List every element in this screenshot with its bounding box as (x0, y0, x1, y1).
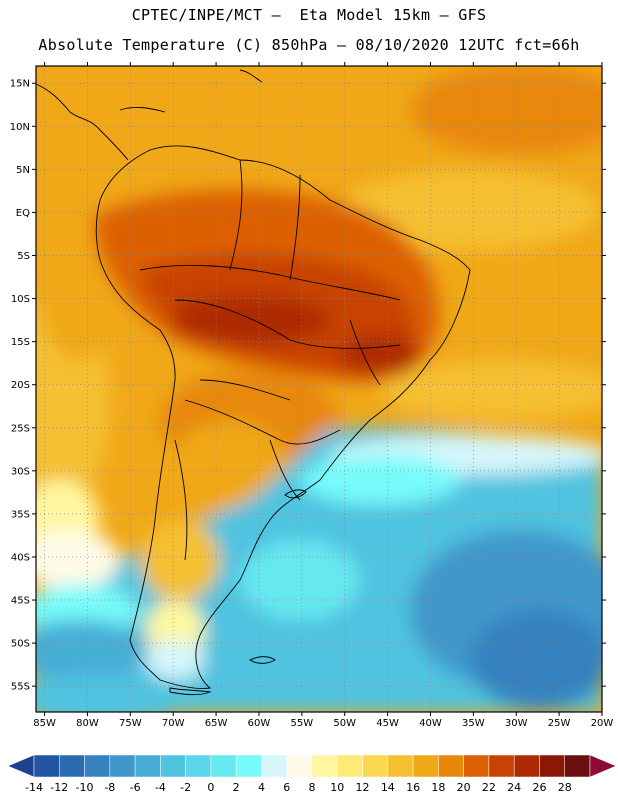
colorbar-swatch (539, 754, 565, 778)
lat-tick-label: 40S (11, 552, 30, 563)
latitude-axis: 15N 10N 5N EQ 5S 10S 15S 20S 25S 30S 35S 40S 45S 50S 5… (10, 79, 606, 693)
colorbar-tick-label: 6 (283, 781, 290, 794)
lat-tick-label: 35S (11, 509, 30, 520)
lon-tick-label: 30W (505, 718, 528, 729)
colorbar-tick-label: 8 (309, 781, 316, 794)
lat-tick-label: 50S (11, 639, 30, 650)
colorbar-swatch (261, 754, 287, 778)
colorbar-tick-label: -14 (25, 781, 43, 794)
colorbar (7, 754, 617, 778)
colorbar-min-arrow (7, 754, 35, 778)
colorbar-swatch (160, 754, 186, 778)
colorbar-swatch (412, 754, 439, 778)
lat-tick-label: 10S (11, 294, 30, 305)
colorbar-tick-label: -6 (130, 781, 141, 794)
colorbar-tick-label: 10 (330, 781, 344, 794)
colorbar-swatch (286, 754, 313, 778)
lon-tick-label: 40W (419, 718, 442, 729)
colorbar-tick-label: 2 (233, 781, 240, 794)
colorbar-swatch (210, 754, 237, 778)
lon-tick-label: 35W (462, 718, 485, 729)
colorbar-tick-label: 18 (431, 781, 445, 794)
colorbar-swatch (463, 754, 490, 778)
colorbar-swatch (564, 754, 591, 778)
lat-tick-label: 55S (11, 682, 30, 693)
lat-tick-label: 45S (11, 596, 30, 607)
lon-tick-label: 60W (248, 718, 271, 729)
lon-tick-label: 25W (548, 718, 571, 729)
colorbar-swatch (438, 754, 464, 778)
lat-tick-label: 20S (11, 380, 30, 391)
lat-tick-label: 15N (10, 79, 30, 90)
colorbar-swatch (488, 754, 515, 778)
coastlines (36, 69, 471, 696)
colorbar-tick-label: 20 (457, 781, 471, 794)
colorbar-tick-label: 28 (558, 781, 572, 794)
colorbar-tick-label: 16 (406, 781, 420, 794)
colorbar-tick-label: 24 (507, 781, 521, 794)
lon-tick-label: 45W (376, 718, 399, 729)
lon-tick-label: 50W (333, 718, 356, 729)
colorbar-swatch (134, 754, 161, 778)
lon-tick-label: 65W (205, 718, 228, 729)
colorbar-tick-label: 26 (532, 781, 546, 794)
colorbar-tick-label: 14 (381, 781, 395, 794)
colorbar-labels: -14 -12 -10 -8 -6 -4 -2 0 2 4 6 8 10 12 14 16 18 20 22 24 26… (25, 781, 572, 794)
colorbar-swatch (387, 754, 414, 778)
colorbar-tick-label: -8 (104, 781, 115, 794)
colorbar-tick-label: 0 (207, 781, 214, 794)
lon-tick-label: 80W (76, 718, 99, 729)
lat-tick-label: EQ (16, 208, 30, 219)
lon-tick-label: 20W (591, 718, 614, 729)
colorbar-swatch (362, 754, 389, 778)
colorbar-swatch (337, 754, 363, 778)
colorbar-max-arrow (589, 754, 617, 778)
lat-tick-label: 5S (17, 251, 30, 262)
lat-tick-label: 30S (11, 466, 30, 477)
colorbar-tick-label: -10 (76, 781, 94, 794)
lat-tick-label: 15S (11, 337, 30, 348)
lon-tick-label: 75W (119, 718, 142, 729)
map-frame (35, 65, 603, 713)
longitude-axis: 85W 80W 75W 70W 65W 60W 55W 50W 45W 40W 35W 30W 25W 2… (33, 62, 613, 729)
colorbar-swatch (513, 754, 540, 778)
colorbar-swatch (185, 754, 212, 778)
colorbar-tick-label: -2 (180, 781, 191, 794)
colorbar-tick-label: -12 (50, 781, 68, 794)
map-subtitle: Absolute Temperature (C) 850hPa – 08/10/… (38, 36, 580, 54)
lat-tick-label: 5N (16, 165, 30, 176)
colorbar-tick-label: -4 (155, 781, 166, 794)
temperature-field (36, 66, 602, 712)
colorbar-swatch (311, 754, 338, 778)
colorbar-tick-label: 12 (356, 781, 370, 794)
colorbar-swatch (84, 754, 111, 778)
colorbar-tick-label: 4 (258, 781, 265, 794)
colorbar-swatch (33, 754, 60, 778)
colorbar-swatch (235, 754, 262, 778)
colorbar-tick-label: 22 (482, 781, 496, 794)
colorbar-swatch (109, 754, 136, 778)
lat-tick-label: 10N (10, 122, 30, 133)
lat-tick-label: 25S (11, 423, 30, 434)
colorbar-swatch (59, 754, 85, 778)
lon-tick-label: 85W (33, 718, 56, 729)
lon-tick-label: 55W (291, 718, 314, 729)
lon-tick-label: 70W (162, 718, 185, 729)
map-title: CPTEC/INPE/MCT – Eta Model 15km – GFS (131, 6, 487, 24)
